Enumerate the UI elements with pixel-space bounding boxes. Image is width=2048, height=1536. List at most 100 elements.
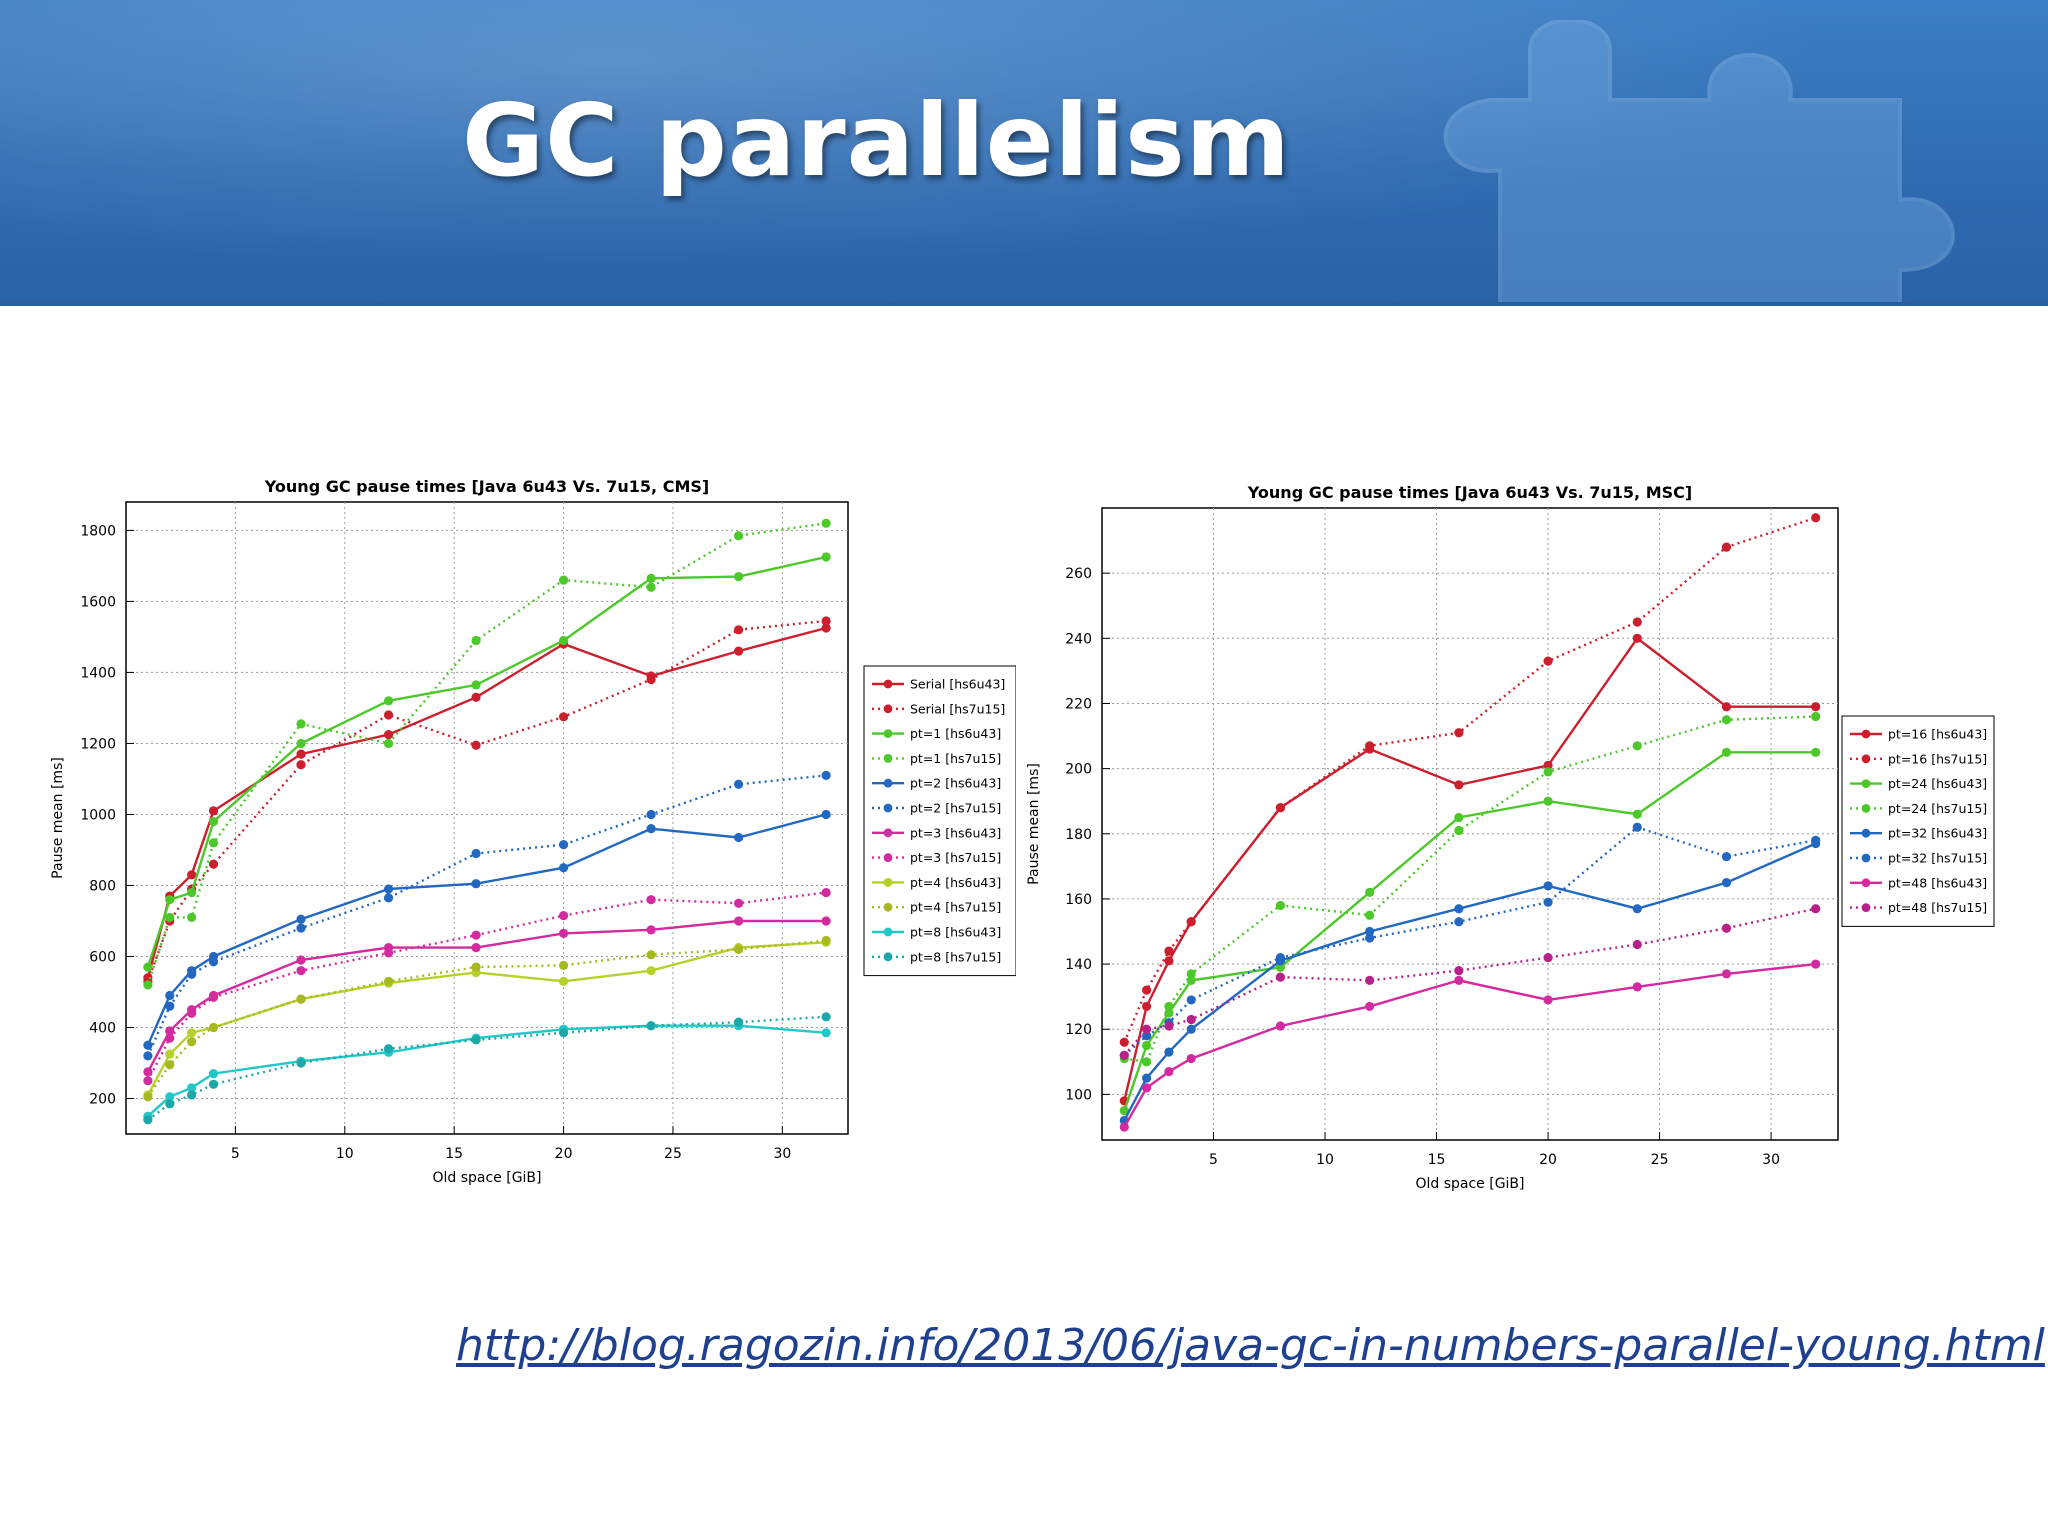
data-point xyxy=(383,976,394,986)
legend-entry: pt=3 [hs6u43] xyxy=(910,825,1001,840)
legend-entry: pt=1 [hs6u43] xyxy=(910,726,1001,741)
data-point xyxy=(143,1115,153,1125)
data-point xyxy=(165,1001,175,1011)
legend-entry: pt=4 [hs7u15] xyxy=(910,900,1001,915)
data-point xyxy=(821,887,831,898)
data-point xyxy=(143,1040,153,1050)
data-point xyxy=(471,692,481,702)
data-point xyxy=(471,930,481,940)
data-point xyxy=(187,1037,197,1047)
data-point xyxy=(296,914,306,924)
data-point xyxy=(646,674,656,685)
data-point xyxy=(1543,796,1553,806)
data-point xyxy=(1543,656,1553,666)
data-point xyxy=(1142,985,1152,995)
data-point xyxy=(1454,917,1464,927)
x-tick-label: 5 xyxy=(1209,1152,1218,1168)
y-tick-label: 800 xyxy=(89,878,116,894)
y-tick-label: 1200 xyxy=(80,736,116,752)
data-point xyxy=(383,710,394,720)
data-point xyxy=(383,729,394,740)
data-point xyxy=(821,935,831,946)
legend-entry: pt=3 [hs7u15] xyxy=(910,850,1001,865)
legend-entry: pt=8 [hs7u15] xyxy=(910,949,1001,964)
data-point xyxy=(1543,760,1553,770)
data-point xyxy=(296,994,306,1004)
data-point xyxy=(1721,542,1732,552)
data-point xyxy=(734,531,744,541)
x-tick-label: 30 xyxy=(773,1146,791,1162)
data-point xyxy=(1811,959,1821,969)
chart-msc: 5 10 15 20 25 30 100 120 140 160 180 200 220 240 260 Yo… xyxy=(1026,483,1995,1192)
data-point xyxy=(558,863,569,873)
data-point xyxy=(1164,956,1174,966)
data-point xyxy=(143,980,153,990)
data-point xyxy=(646,950,656,960)
data-point xyxy=(143,1092,153,1102)
legend-entry: pt=48 [hs6u43] xyxy=(1888,875,1987,890)
data-point xyxy=(1721,747,1732,757)
legend-marker xyxy=(1861,779,1871,788)
data-point xyxy=(1543,952,1553,963)
y-tick-label: 1800 xyxy=(80,523,116,539)
legend-entry: pt=32 [hs7u15] xyxy=(1888,851,1987,866)
chart-cms: 5 10 15 20 25 30 200 400 600 800 1000 1200 1400 1600 1… xyxy=(50,477,1016,1186)
legend-marker xyxy=(1861,853,1871,863)
data-point xyxy=(296,749,306,759)
data-point xyxy=(734,646,744,656)
data-point xyxy=(1721,923,1732,933)
x-tick-label: 20 xyxy=(1539,1152,1557,1168)
x-tick-label: 30 xyxy=(1762,1152,1780,1168)
data-point xyxy=(1275,1021,1286,1031)
data-point xyxy=(1811,747,1821,757)
data-point xyxy=(1543,767,1553,777)
data-point xyxy=(558,976,569,986)
series-line xyxy=(1123,907,1816,1057)
data-point xyxy=(1119,1050,1129,1060)
data-point xyxy=(1721,851,1732,862)
data-point xyxy=(1275,803,1286,813)
legend-marker xyxy=(1861,903,1871,912)
data-point xyxy=(1454,825,1464,836)
data-point xyxy=(208,992,219,1002)
data-point xyxy=(734,1017,744,1027)
data-point xyxy=(1186,969,1196,979)
data-point xyxy=(471,962,481,972)
legend-marker xyxy=(1861,754,1871,764)
data-point xyxy=(383,948,394,958)
data-point xyxy=(646,824,656,834)
data-point xyxy=(1454,728,1464,738)
data-point xyxy=(1543,881,1553,891)
data-point xyxy=(1142,1057,1152,1067)
data-point xyxy=(1365,910,1375,920)
data-point xyxy=(1454,904,1464,914)
y-tick-label: 120 xyxy=(1065,1022,1092,1038)
legend-marker xyxy=(883,878,893,887)
x-tick-label: 5 xyxy=(231,1146,240,1162)
y-tick-label: 1600 xyxy=(80,594,116,610)
data-point xyxy=(558,928,569,938)
data-point xyxy=(821,623,831,633)
data-point xyxy=(165,990,175,1001)
legend-entry: Serial [hs7u15] xyxy=(910,701,1005,716)
data-point xyxy=(1142,1024,1152,1034)
data-point xyxy=(187,1028,197,1038)
data-point xyxy=(1454,975,1464,985)
x-tick-label: 15 xyxy=(1428,1152,1446,1168)
source-link[interactable]: http://blog.ragozin.info/2013/06/java-gc… xyxy=(456,1320,2045,1371)
data-point xyxy=(296,760,306,770)
legend-entry: pt=1 [hs7u15] xyxy=(910,751,1001,766)
data-point xyxy=(1811,711,1821,722)
legend-marker xyxy=(883,754,893,763)
y-tick-label: 600 xyxy=(89,949,116,965)
data-point xyxy=(296,955,306,965)
data-point xyxy=(1142,1031,1152,1041)
y-tick-label: 260 xyxy=(1065,566,1092,582)
legend-box xyxy=(863,665,1016,977)
data-point xyxy=(165,1092,175,1102)
data-point xyxy=(821,616,831,626)
data-point xyxy=(296,738,306,749)
data-point xyxy=(296,719,306,729)
y-axis-label: Pause mean [ms] xyxy=(1026,763,1042,885)
data-point xyxy=(208,816,219,827)
